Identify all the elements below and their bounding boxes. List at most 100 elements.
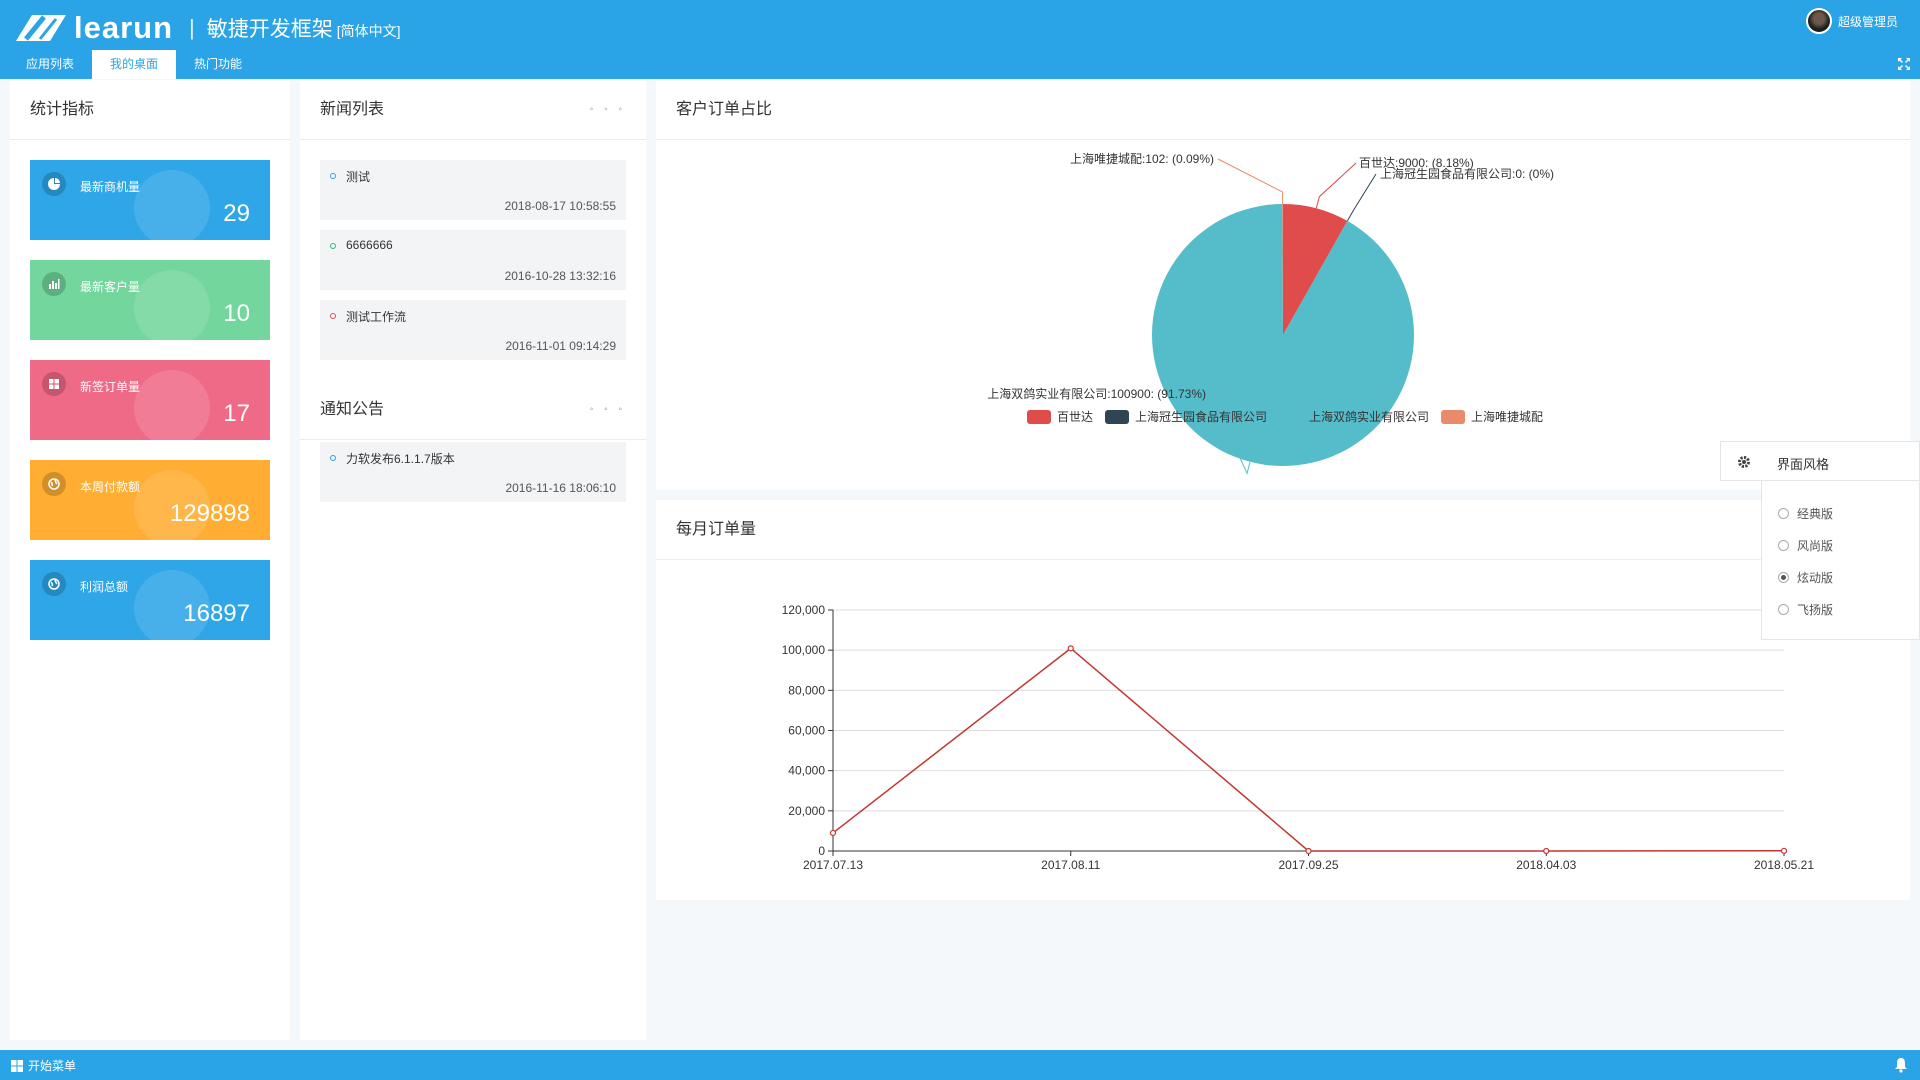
fullscreen-icon[interactable] xyxy=(1898,58,1910,70)
theme-panel-header[interactable]: 界面风格 xyxy=(1720,441,1920,481)
theme-option-soar[interactable]: 飞扬版 xyxy=(1778,601,1833,618)
tab-my-desktop[interactable]: 我的桌面 xyxy=(92,50,177,79)
start-menu-label[interactable]: 开始菜单 xyxy=(28,1059,77,1073)
top-tabs: 应用列表 我的桌面 热门功能 xyxy=(8,50,260,79)
legend-swatch[interactable] xyxy=(1027,410,1051,424)
radio-icon[interactable] xyxy=(1778,540,1789,551)
order-share-panel: 客户订单占比 百世达:9000: (8.18%) 上海冠生园食品有限公司:0: (… xyxy=(656,80,1910,490)
pie-leader-line xyxy=(1346,173,1377,222)
start-menu-button[interactable]: 开始菜单 xyxy=(10,1057,76,1074)
language-switch[interactable]: [简体中文] xyxy=(336,23,401,39)
y-tick-label: 60,000 xyxy=(788,724,825,738)
bullet-icon xyxy=(330,313,336,319)
top-header: learun | 敏捷开发框架 [简体中文] 超级管理员 应用列表 我的桌面 热… xyxy=(0,0,1920,79)
globe-watermark-icon xyxy=(134,470,210,540)
pie-watermark-icon xyxy=(134,170,210,240)
theme-option-label[interactable]: 炫动版 xyxy=(1797,571,1834,585)
pie-slice-label: 上海冠生园食品有限公司:0: (0%) xyxy=(1380,166,1554,181)
data-point[interactable] xyxy=(1305,847,1312,855)
news-title-text: 新闻列表 xyxy=(320,101,385,118)
news-item-date: 2016-10-28 13:32:16 xyxy=(504,269,616,283)
radio-icon[interactable] xyxy=(1778,572,1789,583)
tab-app-list[interactable]: 应用列表 xyxy=(26,57,75,71)
legend-swatch[interactable] xyxy=(1105,410,1130,424)
radio-icon[interactable] xyxy=(1778,508,1789,519)
radio-icon[interactable] xyxy=(1778,604,1789,615)
theme-option-dynamic[interactable]: 炫动版 xyxy=(1778,569,1833,586)
stat-value: 29 xyxy=(223,200,250,227)
news-item-title[interactable]: 测试 xyxy=(346,170,371,184)
stat-card-opportunities[interactable]: 最新商机量 29 xyxy=(30,160,270,240)
user-name[interactable]: 超级管理员 xyxy=(1837,14,1898,29)
stat-card-profit[interactable]: 利润总额 16897 xyxy=(30,560,270,640)
data-point[interactable] xyxy=(1543,847,1550,855)
notice-item-title[interactable]: 力软发布6.1.1.7版本 xyxy=(346,452,455,466)
bullet-icon xyxy=(330,243,336,249)
theme-option-label[interactable]: 经典版 xyxy=(1797,507,1834,521)
stat-value: 129898 xyxy=(169,500,250,527)
pie-leader-line xyxy=(1315,162,1357,209)
bar-chart-watermark-icon xyxy=(134,270,210,340)
stat-label: 最新商机量 xyxy=(80,180,141,194)
brand-name: learun xyxy=(74,10,174,45)
stats-title: 统计指标 xyxy=(10,80,290,140)
x-tick-label: 2018.05.21 xyxy=(1754,858,1814,872)
news-item[interactable]: 6666666 2016-10-28 13:32:16 xyxy=(320,230,626,290)
pie-slice[interactable] xyxy=(1152,204,1414,466)
notice-title: 通知公告 ◦ ◦ ◦ xyxy=(300,380,646,440)
stat-label: 新签订单量 xyxy=(80,380,141,394)
bottom-taskbar: 开始菜单 xyxy=(0,1050,1920,1080)
theme-option-fashion[interactable]: 风尚版 xyxy=(1778,537,1833,554)
pie-slice[interactable] xyxy=(1283,204,1348,335)
legend-label[interactable]: 上海唯捷城配 xyxy=(1471,409,1543,424)
pie-chart: 百世达:9000: (8.18%)上海冠生园食品有限公司:0: (0%) 上海双鸽… xyxy=(987,151,1554,475)
theme-option-classic[interactable]: 经典版 xyxy=(1778,505,1833,522)
theme-option-label[interactable]: 飞扬版 xyxy=(1797,603,1834,617)
data-point[interactable] xyxy=(829,829,837,837)
news-item[interactable]: 测试 2018-08-17 10:58:55 xyxy=(320,160,626,220)
bell-icon[interactable] xyxy=(1894,1057,1908,1073)
news-item[interactable]: 测试工作流 2016-11-01 09:14:29 xyxy=(320,300,626,360)
stat-value: 16897 xyxy=(183,600,250,627)
gear-icon[interactable] xyxy=(1737,455,1751,469)
legend-label[interactable]: 上海双鸽实业有限公司 xyxy=(1309,409,1429,424)
y-tick-label: 100,000 xyxy=(782,643,826,657)
notice-title-text: 通知公告 xyxy=(320,401,385,418)
legend-swatch[interactable] xyxy=(1441,410,1466,424)
tab-hot-features[interactable]: 热门功能 xyxy=(194,57,243,71)
line-panel-title: 每月订单量 xyxy=(656,500,1910,560)
legend-label[interactable]: 百世达 xyxy=(1057,410,1093,424)
pie-slice-label: 百世达:9000: (8.18%) xyxy=(1359,156,1474,170)
pie-slice[interactable] xyxy=(1282,204,1283,335)
news-item-date: 2016-11-01 09:14:29 xyxy=(505,339,616,353)
x-tick-label: 2017.07.13 xyxy=(803,858,863,872)
user-menu[interactable]: 超级管理员 xyxy=(1805,8,1898,34)
logo-mark-icon xyxy=(16,15,66,41)
data-point[interactable] xyxy=(1780,847,1788,854)
pie-slice-label: 上海唯捷城配:102: (0.09%) xyxy=(1070,151,1214,166)
stat-card-customers[interactable]: 最新客户量 10 xyxy=(30,260,270,340)
legend-label[interactable]: 上海冠生园食品有限公司 xyxy=(1135,409,1267,424)
news-more-icon[interactable]: ◦ ◦ ◦ xyxy=(589,104,626,115)
stat-value: 10 xyxy=(223,300,250,327)
news-item-title[interactable]: 6666666 xyxy=(346,238,393,252)
avatar[interactable] xyxy=(1805,8,1832,34)
news-item-title[interactable]: 测试工作流 xyxy=(346,310,407,324)
news-title: 新闻列表 ◦ ◦ ◦ xyxy=(300,80,646,140)
notice-item[interactable]: 力软发布6.1.1.7版本 2016-11-16 18:06:10 xyxy=(320,442,626,502)
y-tick-label: 0 xyxy=(818,844,825,858)
theme-option-label[interactable]: 风尚版 xyxy=(1797,539,1834,553)
globe-watermark-icon xyxy=(134,570,210,640)
data-point[interactable] xyxy=(1067,645,1074,652)
globe-icon xyxy=(42,472,66,496)
notice-more-icon[interactable]: ◦ ◦ ◦ xyxy=(589,404,626,415)
pie-leader-line xyxy=(1217,158,1284,205)
stat-card-payments[interactable]: 本周付款额 129898 xyxy=(30,460,270,540)
stat-card-orders[interactable]: 新签订单量 17 xyxy=(30,360,270,440)
brand-separator: | xyxy=(189,15,195,40)
legend-swatch[interactable] xyxy=(1279,410,1304,424)
y-tick-label: 40,000 xyxy=(788,764,825,778)
bullet-icon xyxy=(330,173,336,179)
logo[interactable]: learun | 敏捷开发框架 [简体中文] xyxy=(10,8,401,48)
pie-leader-line xyxy=(1210,393,1251,475)
